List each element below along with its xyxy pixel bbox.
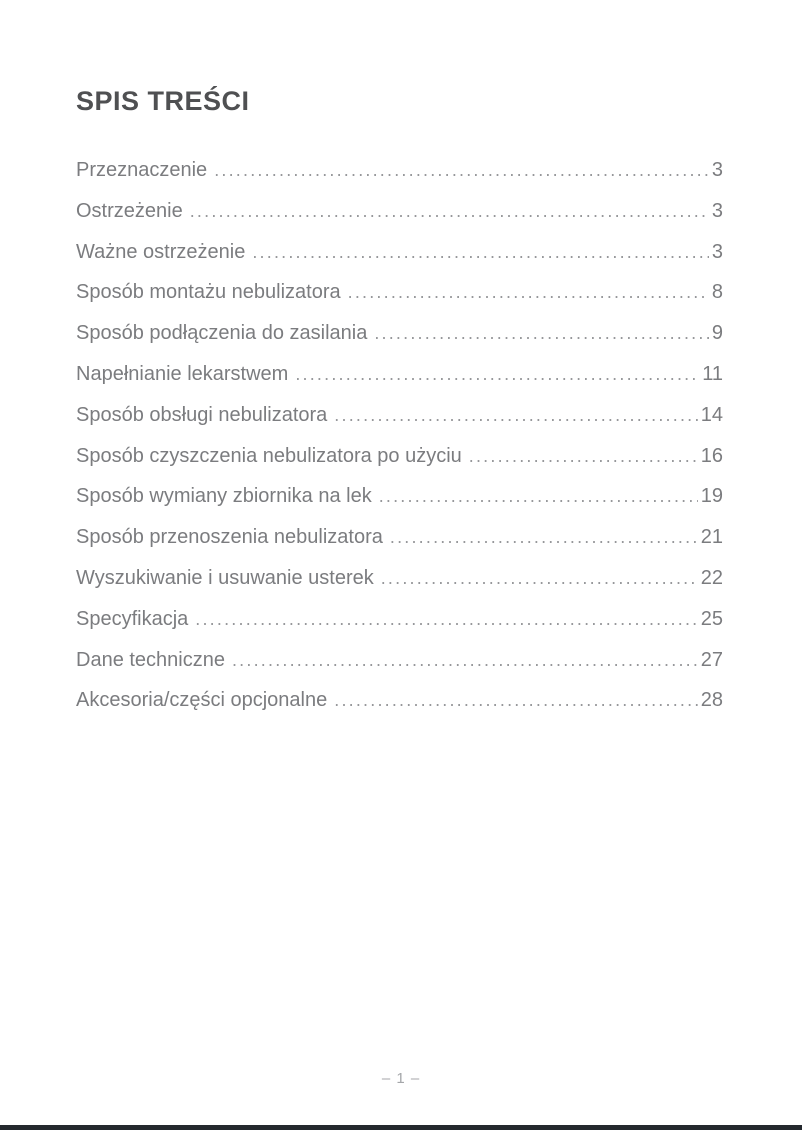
toc-entry-page: 22 xyxy=(700,566,723,589)
toc-dot-leader xyxy=(469,436,698,477)
toc-row: Specyfikacja 25 xyxy=(76,599,723,640)
toc-list: Przeznaczenie 3 Ostrzeżenie 3 Ważne ostr… xyxy=(76,150,723,721)
toc-dot-leader xyxy=(374,313,709,354)
toc-dot-leader xyxy=(381,558,698,599)
toc-row: Sposób podłączenia do zasilania 9 xyxy=(76,313,723,354)
toc-entry-page: 25 xyxy=(700,607,723,630)
toc-entry-label: Akcesoria/części opcjonalne xyxy=(76,689,328,712)
toc-entry-label: Sposób wymiany zbiornika na lek xyxy=(76,485,372,508)
toc-entry-page: 3 xyxy=(711,159,723,181)
toc-entry-label: Sposób podłączenia do zasilania xyxy=(76,322,368,345)
toc-row: Przeznaczenie 3 xyxy=(76,150,723,191)
toc-entry-page: 3 xyxy=(711,240,723,263)
toc-entry-page: 14 xyxy=(700,403,723,426)
toc-entry-page: 16 xyxy=(700,444,723,467)
toc-entry-label: Sposób montażu nebulizatora xyxy=(76,281,341,304)
toc-row: Akcesoria/części opcjonalne 28 xyxy=(76,680,723,721)
toc-entry-page: 11 xyxy=(702,362,723,385)
toc-entry-page: 28 xyxy=(700,689,723,712)
toc-row: Sposób przenoszenia nebulizatora 21 xyxy=(76,517,723,558)
toc-dot-leader xyxy=(379,476,698,517)
toc-entry-page: 19 xyxy=(700,485,723,508)
toc-row: Sposób wymiany zbiornika na lek 19 xyxy=(76,476,723,517)
toc-row: Dane techniczne 27 xyxy=(76,640,723,681)
toc-entry-label: Sposób przenoszenia nebulizatora xyxy=(76,526,383,549)
toc-entry-page: 8 xyxy=(711,281,723,304)
toc-entry-label: Specyfikacja xyxy=(76,607,189,630)
toc-entry-label: Przeznaczenie xyxy=(76,159,208,181)
page-number-footer: – 1 – xyxy=(381,1070,421,1087)
toc-row: Sposób czyszczenia nebulizatora po użyci… xyxy=(76,436,723,477)
toc-row: Napełnianie lekarstwem 11 xyxy=(76,354,723,395)
toc-dot-leader xyxy=(252,232,709,273)
toc-entry-label: Sposób czyszczenia nebulizatora po użyci… xyxy=(76,444,462,467)
toc-entry-label: Napełnianie lekarstwem xyxy=(76,362,289,385)
toc-entry-page: 9 xyxy=(711,322,723,345)
bottom-edge-bar xyxy=(0,1125,802,1130)
toc-entry-page: 21 xyxy=(700,526,723,549)
toc-row: Sposób montażu nebulizatora 8 xyxy=(76,272,723,313)
toc-entry-label: Ostrzeżenie xyxy=(76,199,183,222)
toc-entry-label: Dane techniczne xyxy=(76,648,225,671)
toc-dot-leader xyxy=(190,191,709,232)
toc-row: Ostrzeżenie 3 xyxy=(76,191,723,232)
toc-dot-leader xyxy=(214,150,709,191)
toc-dot-leader xyxy=(195,599,697,640)
page-title: SPIS TREŚCI xyxy=(76,86,250,117)
toc-dot-leader xyxy=(390,517,698,558)
toc-dot-leader xyxy=(334,680,698,721)
toc-entry-label: Wyszukiwanie i usuwanie usterek xyxy=(76,566,374,589)
toc-row: Sposób obsługi nebulizatora 14 xyxy=(76,395,723,436)
toc-entry-page: 27 xyxy=(700,648,723,671)
toc-entry-label: Ważne ostrzeżenie xyxy=(76,240,246,263)
toc-dot-leader xyxy=(334,395,697,436)
toc-dot-leader xyxy=(232,640,698,681)
toc-row: Ważne ostrzeżenie 3 xyxy=(76,232,723,273)
toc-dot-leader xyxy=(295,354,699,395)
toc-row: Wyszukiwanie i usuwanie usterek 22 xyxy=(76,558,723,599)
toc-entry-page: 3 xyxy=(711,199,723,222)
toc-entry-label: Sposób obsługi nebulizatora xyxy=(76,403,328,426)
toc-dot-leader xyxy=(348,272,709,313)
